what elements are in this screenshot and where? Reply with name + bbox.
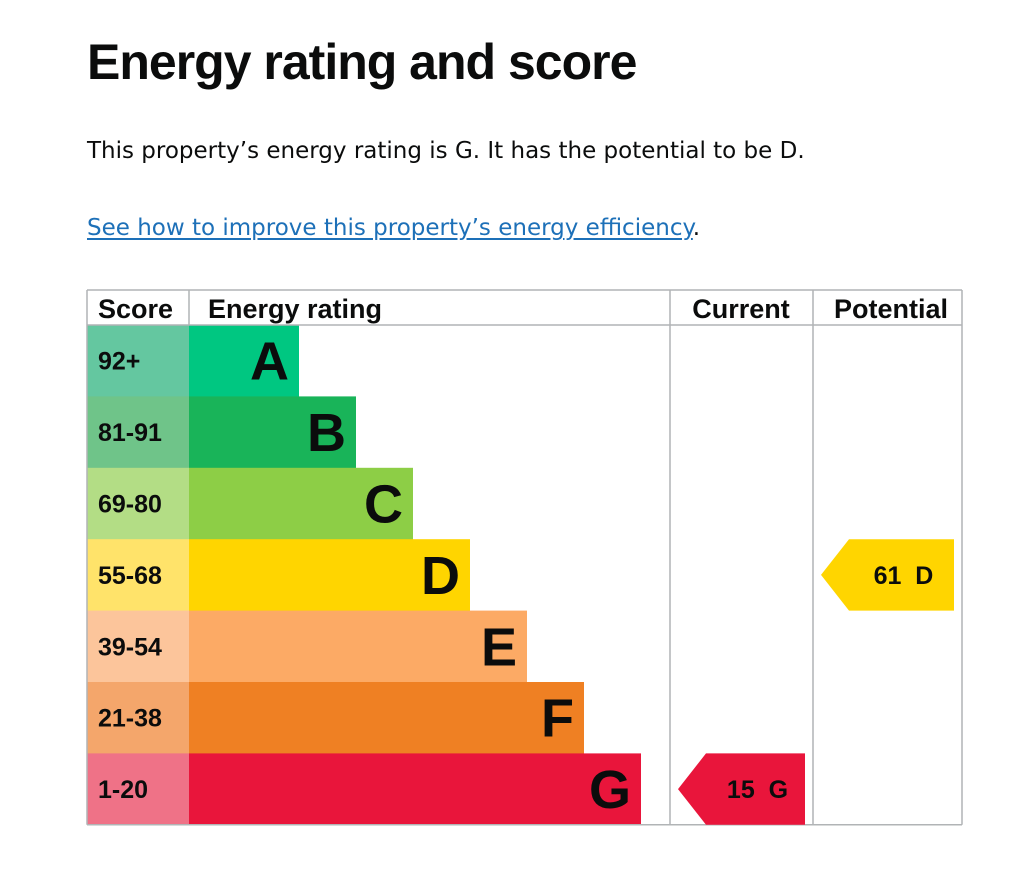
score-range-e: 39-54 — [98, 633, 162, 661]
score-range-d: 55-68 — [98, 562, 162, 590]
current-rating-label: 15 G — [727, 776, 788, 804]
score-cell-c — [87, 467, 189, 540]
header-potential: Potential — [834, 294, 948, 324]
bands-layer: 92+ A 81-91 B 69-80 C 55-68 D 39-54 E 21-38 F 1-20 G — [87, 325, 641, 826]
rating-summary: This property’s energy rating is G. It h… — [87, 138, 805, 164]
score-cell-e — [87, 610, 189, 683]
improve-link-paragraph: See how to improve this property’s energ… — [87, 211, 700, 245]
rating-letter-c: C — [364, 475, 403, 535]
rating-letter-e: E — [481, 617, 517, 677]
page-title: Energy rating and score — [87, 34, 637, 90]
rating-bar-a — [189, 325, 299, 397]
rating-bar-b — [189, 396, 356, 469]
potential-rating-label: 61 D — [874, 562, 934, 590]
potential-rating-arrow — [821, 539, 954, 611]
rating-letter-b: B — [307, 403, 346, 463]
score-range-g: 1-20 — [98, 776, 148, 804]
rating-bar-d — [189, 539, 470, 612]
rating-bar-e — [189, 610, 527, 683]
score-cell-d — [87, 539, 189, 612]
rating-letter-a: A — [250, 332, 289, 392]
score-cell-a — [87, 325, 189, 397]
link-suffix: . — [692, 215, 701, 241]
rating-bar-f — [189, 682, 584, 754]
score-cell-g — [87, 753, 189, 826]
grid-layer — [86, 289, 963, 826]
header-score: Score — [98, 294, 173, 324]
improve-efficiency-link[interactable]: See how to improve this property’s energ… — [87, 215, 693, 241]
header-energy-rating: Energy rating — [208, 294, 382, 324]
score-cell-f — [87, 682, 189, 754]
header-layer: Score Energy rating Current Potential — [98, 294, 948, 324]
rating-bar-c — [189, 467, 413, 540]
pointer-layer: 15 G 61 D — [678, 539, 954, 825]
score-range-f: 21-38 — [98, 705, 162, 733]
current-rating-arrow — [678, 753, 805, 825]
score-range-c: 69-80 — [98, 491, 162, 519]
score-range-b: 81-91 — [98, 419, 162, 447]
score-range-a: 92+ — [98, 348, 140, 376]
header-current: Current — [692, 294, 790, 324]
rating-bar-g — [189, 753, 641, 826]
score-cell-b — [87, 396, 189, 469]
rating-letter-f: F — [541, 689, 574, 749]
rating-letter-g: G — [589, 760, 631, 820]
rating-letter-d: D — [421, 546, 460, 606]
